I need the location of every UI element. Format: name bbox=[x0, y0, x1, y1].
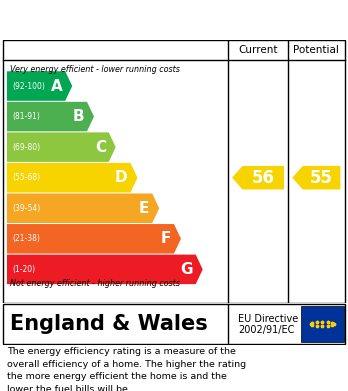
Text: (39-54): (39-54) bbox=[12, 204, 40, 213]
Text: (81-91): (81-91) bbox=[12, 112, 40, 121]
Text: A: A bbox=[51, 79, 63, 93]
Text: 56: 56 bbox=[252, 169, 275, 187]
Text: F: F bbox=[161, 231, 171, 246]
Text: 55: 55 bbox=[310, 169, 333, 187]
Polygon shape bbox=[7, 133, 116, 162]
Text: (69-80): (69-80) bbox=[12, 143, 40, 152]
Text: Current: Current bbox=[238, 45, 278, 55]
Polygon shape bbox=[292, 166, 340, 190]
Polygon shape bbox=[7, 194, 159, 223]
Text: Potential: Potential bbox=[293, 45, 339, 55]
Text: E: E bbox=[139, 201, 150, 216]
Bar bbox=[301, 307, 344, 341]
Text: D: D bbox=[115, 170, 128, 185]
Text: Very energy efficient - lower running costs: Very energy efficient - lower running co… bbox=[10, 65, 180, 74]
Polygon shape bbox=[7, 224, 181, 253]
Polygon shape bbox=[7, 102, 94, 131]
Text: (1-20): (1-20) bbox=[12, 265, 35, 274]
Text: Not energy efficient - higher running costs: Not energy efficient - higher running co… bbox=[10, 279, 181, 288]
Text: 2002/91/EC: 2002/91/EC bbox=[238, 325, 295, 335]
Text: England & Wales: England & Wales bbox=[10, 314, 208, 334]
Polygon shape bbox=[7, 163, 137, 192]
Polygon shape bbox=[232, 166, 284, 190]
Polygon shape bbox=[7, 255, 203, 284]
Text: (21-38): (21-38) bbox=[12, 234, 40, 243]
Polygon shape bbox=[7, 71, 72, 101]
Text: C: C bbox=[95, 140, 106, 154]
Text: B: B bbox=[73, 109, 84, 124]
Text: G: G bbox=[181, 262, 193, 277]
Text: (92-100): (92-100) bbox=[12, 82, 45, 91]
Text: Energy Efficiency Rating: Energy Efficiency Rating bbox=[10, 11, 258, 29]
Text: EU Directive: EU Directive bbox=[238, 314, 299, 324]
Text: The energy efficiency rating is a measure of the
overall efficiency of a home. T: The energy efficiency rating is a measur… bbox=[7, 347, 246, 391]
Text: (55-68): (55-68) bbox=[12, 173, 40, 182]
